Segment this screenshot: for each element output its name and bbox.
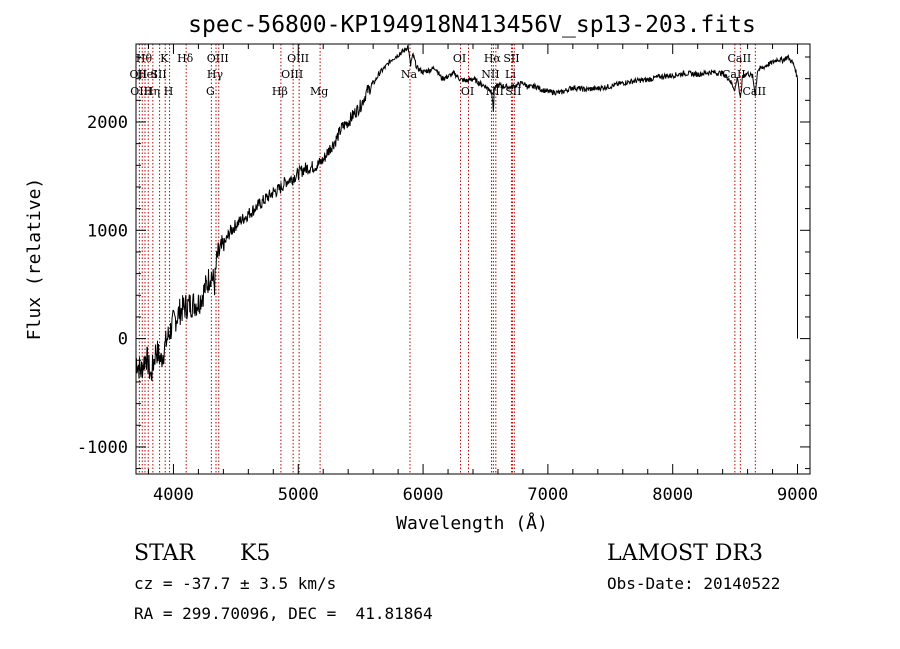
line-label-3: HeI: [137, 68, 157, 81]
line-markers: OIIOIIIHθHeIHηSIIKHHδGHγOIIIHβOIIIOIIIMg…: [130, 44, 766, 474]
line-label-8: Hδ: [177, 52, 194, 65]
line-label-20: Hα: [484, 52, 502, 65]
y-tick-label-0: -1000: [77, 438, 128, 458]
x-tick-label-3: 7000: [527, 485, 568, 505]
plot-frame: [135, 43, 811, 475]
line-label-16: Na: [401, 68, 418, 81]
x-tick-label-4: 8000: [652, 485, 693, 505]
line-label-12: Hβ: [272, 85, 288, 98]
y-tick-label-2: 1000: [87, 221, 128, 241]
x-tick-label-1: 5000: [278, 485, 319, 505]
observation-date: Obs-Date: 20140522: [607, 574, 781, 593]
line-label-21: NII: [486, 85, 504, 98]
line-label-7: H: [164, 85, 174, 98]
line-label-13: OIII: [281, 68, 303, 81]
chart-title: spec-56800-KP194918N413456V_sp13-203.fit…: [188, 12, 756, 38]
line-label-18: OI: [461, 85, 474, 98]
object-class: STAR: [134, 541, 195, 566]
y-tick-label-1: 0: [118, 330, 128, 350]
line-label-2: Hθ: [136, 52, 153, 65]
line-label-10: Hγ: [207, 68, 224, 81]
line-label-26: CaII: [728, 52, 752, 65]
line-label-0: OII: [130, 68, 148, 81]
object-subclass: K5: [240, 541, 271, 566]
redshift-cz: cz = -37.7 ± 3.5 km/s: [134, 574, 337, 593]
line-label-9: G: [206, 85, 215, 98]
line-label-15: Mg: [310, 85, 328, 98]
x-tick-label-5: 9000: [777, 485, 818, 505]
axis-ticks: 4000 5000 6000 7000 8000 9000 -1000 0 1000 2000: [77, 44, 818, 505]
line-label-6: K: [160, 52, 169, 65]
coordinates: RA = 299.70096, DEC = 41.81864: [134, 604, 433, 623]
line-label-5: SII: [150, 68, 166, 81]
y-tick-label-3: 2000: [87, 113, 128, 133]
x-tick-label-0: 4000: [153, 485, 194, 505]
line-label-4: Hη: [144, 85, 160, 98]
spectrum-series: [135, 43, 798, 382]
x-tick-label-2: 6000: [403, 485, 444, 505]
line-label-24: Li: [505, 68, 516, 81]
survey-name: LAMOST DR3: [607, 541, 763, 566]
line-label-14: OIII: [287, 52, 309, 65]
line-label-11: OIII: [207, 52, 229, 65]
y-axis-label: Flux (relative): [24, 178, 45, 341]
line-label-17: OI: [453, 52, 466, 65]
x-axis-label: Wavelength (Å): [396, 512, 548, 534]
line-label-25: CaII: [722, 68, 746, 81]
line-label-19: NII: [481, 68, 499, 81]
